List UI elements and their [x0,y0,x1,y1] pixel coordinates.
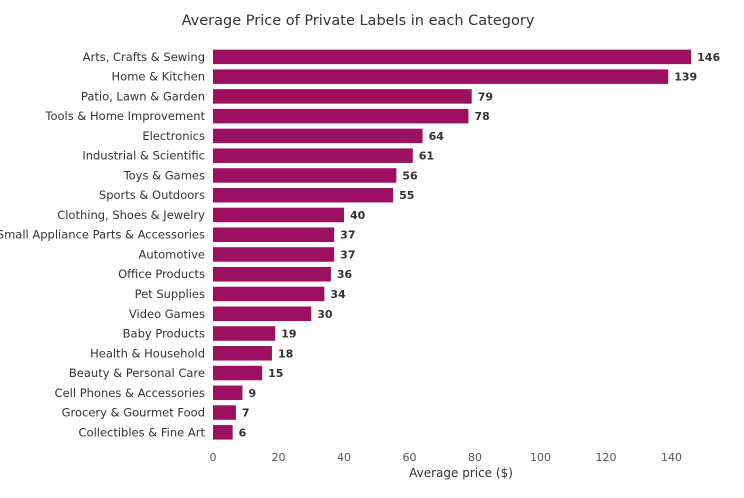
data-label: 139 [674,71,697,84]
bar [213,187,394,203]
data-label: 6 [239,426,247,439]
bar [213,346,272,361]
category-label: Collectibles & Fine Art [79,425,206,439]
data-label: 9 [248,387,256,400]
x-tick-label: 0 [210,451,217,464]
category-label: Industrial & Scientific [82,149,205,163]
bar [213,326,276,341]
data-label: 64 [429,130,445,143]
x-axis-label: Average price ($) [409,466,513,480]
category-label: Patio, Lawn & Garden [81,89,205,103]
bar [213,128,423,144]
data-label: 7 [242,407,250,420]
category-label: Office Products [118,267,205,281]
bar [213,306,312,322]
data-label: 61 [419,150,434,163]
x-tick-label: 100 [530,451,551,464]
category-label: Automotive [138,247,205,261]
category-label: Tools & Home Improvement [44,109,205,123]
data-label: 19 [281,328,296,341]
data-label: 15 [268,367,283,380]
bar [213,49,692,65]
category-label: Pet Supplies [135,287,205,301]
category-label: Arts, Crafts & Sewing [83,50,205,64]
bar [213,168,397,183]
x-tick-label: 40 [337,451,351,464]
x-tick-label: 80 [468,451,482,464]
plot-area: Arts, Crafts & Sewing 146 Home & Kitchen 13… [0,49,720,464]
category-label: Home & Kitchen [112,70,205,84]
bar [213,425,233,440]
data-label: 146 [697,51,720,64]
category-label: Video Games [129,307,205,321]
bar [213,405,236,420]
x-tick-label: 120 [596,451,617,464]
bar [213,227,335,242]
bar [213,207,344,223]
category-label: Baby Products [123,327,205,341]
category-label: Health & Household [90,346,205,360]
bar [213,89,472,104]
category-label: Sports & Outdoors [99,188,205,202]
data-label: 40 [350,209,366,222]
bar [213,148,413,163]
category-label: Small Appliance Parts & Accessories [0,228,205,242]
data-label: 18 [278,347,293,360]
x-tick-label: 20 [272,451,286,464]
bar [213,385,243,401]
bar [213,266,331,282]
data-label: 36 [337,268,353,281]
data-label: 79 [478,90,493,103]
category-label: Toys & Games [123,168,205,182]
bar [213,286,325,302]
data-label: 30 [317,308,333,321]
data-label: 37 [340,229,355,242]
data-label: 56 [402,169,418,182]
data-label: 37 [340,248,355,261]
data-label: 78 [474,110,489,123]
bar [213,247,335,262]
data-label: 34 [330,288,346,301]
x-tick-label: 140 [661,451,682,464]
bar [213,108,469,124]
category-label: Electronics [142,129,205,143]
chart-title: Average Price of Private Labels in each … [182,13,535,29]
x-tick-label: 60 [403,451,417,464]
category-label: Beauty & Personal Care [69,366,205,380]
data-label: 55 [399,189,414,202]
category-label: Cell Phones & Accessories [55,386,205,400]
bar [213,69,669,84]
category-label: Grocery & Gourmet Food [62,406,205,420]
category-label: Clothing, Shoes & Jewelry [57,208,205,222]
bar [213,365,263,381]
